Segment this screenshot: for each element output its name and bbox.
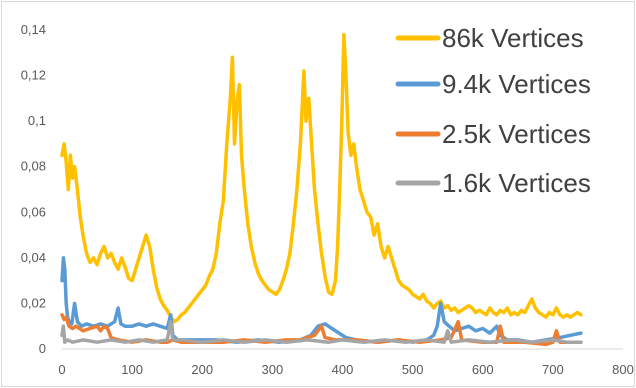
y-tick-label: 0 [39,341,46,356]
series-line-4 [60,319,583,344]
legend-label: 9.4k Vertices [442,69,591,99]
x-tick-label: 300 [262,362,284,377]
y-tick-label: 0,02 [21,295,46,310]
y-tick-label: 0,1 [28,113,46,128]
y-tick-label: 0,06 [21,204,46,219]
x-tick-label: 700 [542,362,564,377]
legend-label: 86k Vertices [442,23,584,53]
y-tick-label: 0,14 [21,22,46,37]
x-tick-label: 500 [402,362,424,377]
legend-label: 1.6k Vertices [442,168,591,198]
y-tick-label: 0,08 [21,159,46,174]
y-tick-labels: 0 0,02 0,04 0,06 0,08 0,1 0,12 0,14 [21,22,46,356]
x-tick-label: 200 [191,362,213,377]
series-lines [60,32,583,347]
x-tick-label: 800 [612,362,634,377]
x-tick-label: 600 [472,362,494,377]
x-tick-label: 100 [121,362,143,377]
x-tick-labels: 0 100 200 300 400 500 600 700 800 [58,362,633,377]
x-tick-label: 400 [332,362,354,377]
y-tick-label: 0,12 [21,68,46,83]
legend-label: 2.5k Vertices [442,119,591,149]
x-tick-label: 0 [58,362,65,377]
y-tick-label: 0,04 [21,250,46,265]
legend: 86k Vertices 9.4k Vertices 2.5k Vertices 1.… [395,23,591,198]
series-line-1 [60,32,583,324]
